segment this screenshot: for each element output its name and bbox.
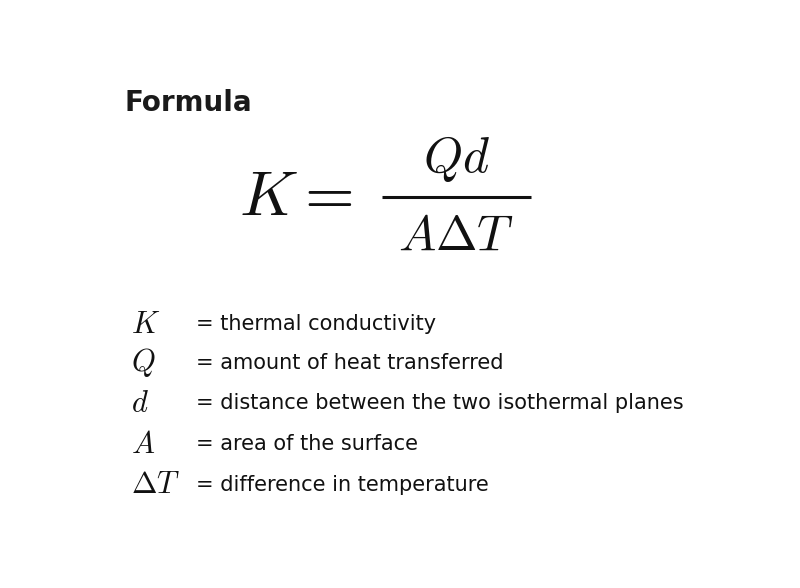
Text: = thermal conductivity: = thermal conductivity bbox=[196, 314, 436, 334]
Text: $A\Delta T$: $A\Delta T$ bbox=[398, 212, 514, 260]
Text: = area of the surface: = area of the surface bbox=[196, 434, 418, 454]
Text: $K =$: $K =$ bbox=[238, 166, 352, 228]
Text: $\Delta T$: $\Delta T$ bbox=[131, 470, 180, 499]
Text: $K$: $K$ bbox=[131, 310, 160, 339]
Text: = amount of heat transferred: = amount of heat transferred bbox=[196, 353, 504, 373]
Text: = distance between the two isothermal planes: = distance between the two isothermal pl… bbox=[196, 393, 684, 413]
Text: $d$: $d$ bbox=[131, 389, 149, 418]
Text: Formula: Formula bbox=[125, 89, 253, 116]
Text: $A$: $A$ bbox=[131, 430, 155, 459]
Text: = difference in temperature: = difference in temperature bbox=[196, 475, 489, 495]
Text: $Q$: $Q$ bbox=[131, 346, 155, 379]
Text: $Qd$: $Qd$ bbox=[423, 134, 490, 184]
